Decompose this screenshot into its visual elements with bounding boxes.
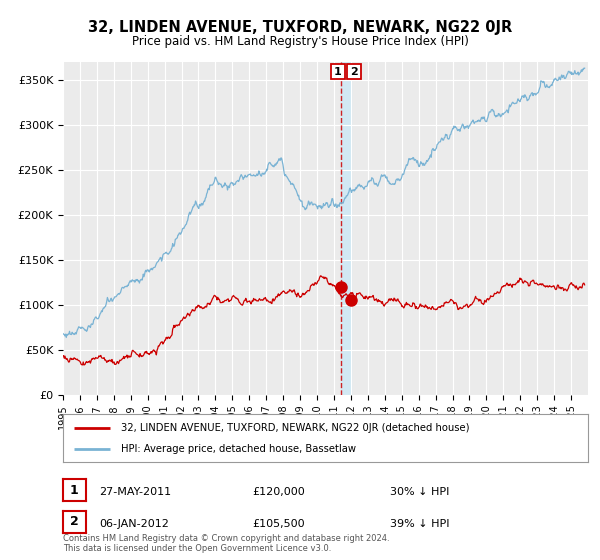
Text: 39% ↓ HPI: 39% ↓ HPI — [390, 519, 449, 529]
Text: 1: 1 — [334, 67, 342, 77]
Text: £105,500: £105,500 — [252, 519, 305, 529]
Text: HPI: Average price, detached house, Bassetlaw: HPI: Average price, detached house, Bass… — [121, 444, 356, 454]
Text: £120,000: £120,000 — [252, 487, 305, 497]
Text: 32, LINDEN AVENUE, TUXFORD, NEWARK, NG22 0JR: 32, LINDEN AVENUE, TUXFORD, NEWARK, NG22… — [88, 20, 512, 35]
Text: Contains HM Land Registry data © Crown copyright and database right 2024.
This d: Contains HM Land Registry data © Crown c… — [63, 534, 389, 553]
Bar — [341, 62, 351, 395]
Text: 27-MAY-2011: 27-MAY-2011 — [99, 487, 171, 497]
Text: 30% ↓ HPI: 30% ↓ HPI — [390, 487, 449, 497]
Text: 06-JAN-2012: 06-JAN-2012 — [99, 519, 169, 529]
Text: Price paid vs. HM Land Registry's House Price Index (HPI): Price paid vs. HM Land Registry's House … — [131, 35, 469, 48]
Text: 2: 2 — [350, 67, 358, 77]
Text: 32, LINDEN AVENUE, TUXFORD, NEWARK, NG22 0JR (detached house): 32, LINDEN AVENUE, TUXFORD, NEWARK, NG22… — [121, 423, 469, 433]
Text: 1: 1 — [70, 483, 79, 497]
Text: 2: 2 — [70, 515, 79, 529]
